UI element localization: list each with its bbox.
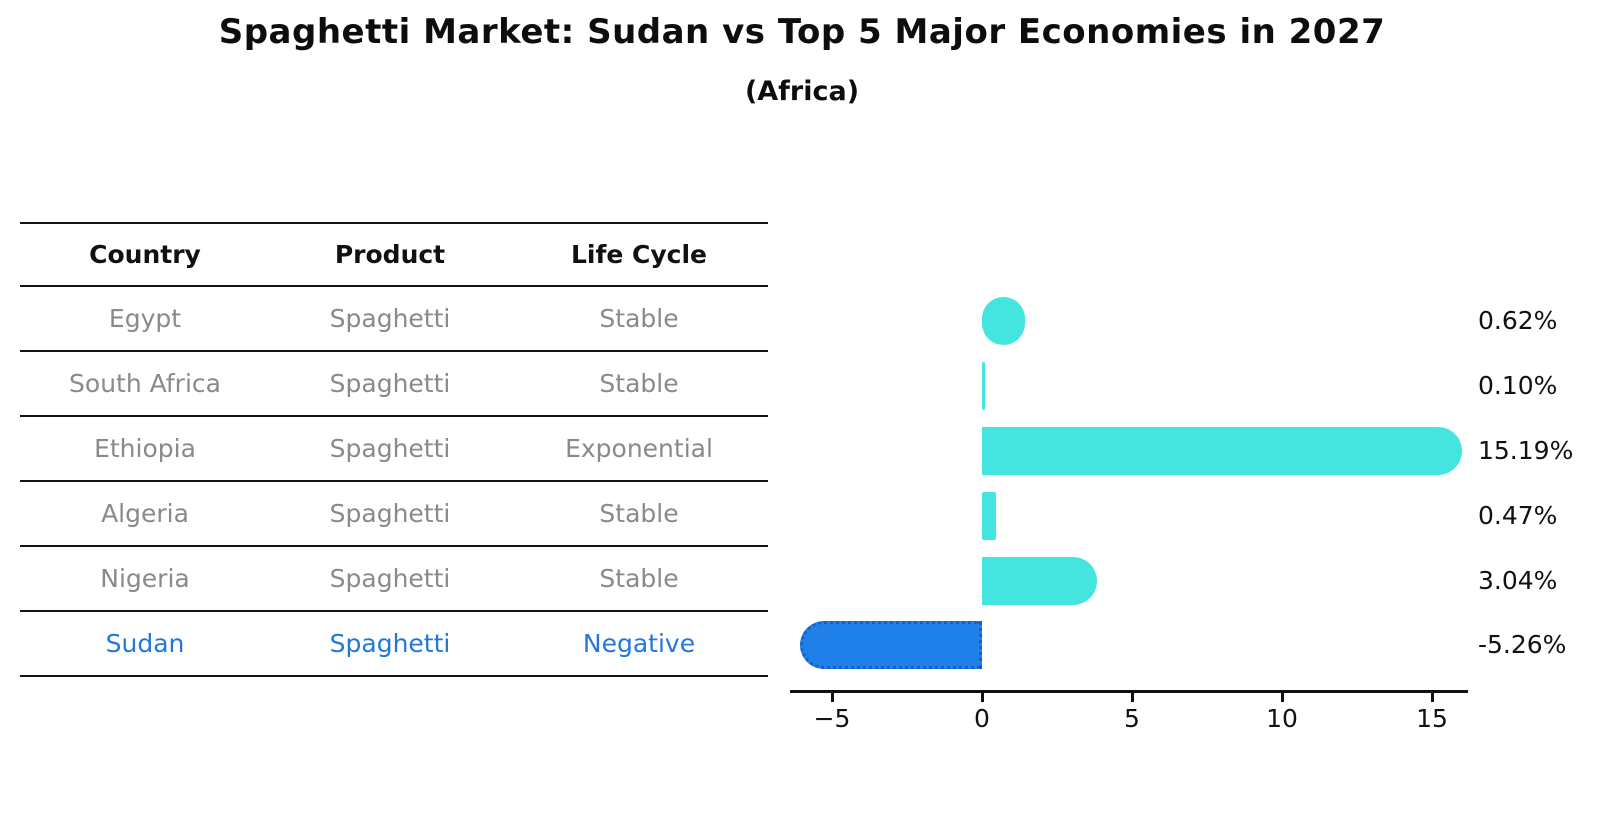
bar-ethiopia — [982, 427, 1462, 475]
table-cell-country: Egypt — [108, 304, 182, 333]
table-cell-product: Spaghetti — [329, 434, 451, 463]
table-cell-country: Algeria — [101, 499, 189, 528]
table-header-row: Country Product Life Cycle — [20, 222, 768, 287]
bar-nigeria — [982, 556, 1098, 605]
table-cell-country: South Africa — [69, 369, 221, 398]
x-tick — [1280, 693, 1284, 702]
table-cell-country: Nigeria — [100, 564, 190, 593]
table-row: Algeria Spaghetti Stable — [20, 482, 768, 547]
table-cell-life-cycle: Stable — [599, 564, 679, 593]
chart-subtitle: (Africa) — [744, 76, 860, 107]
value-label: 15.19% — [1478, 436, 1574, 465]
table-cell-life-cycle: Negative — [582, 629, 696, 658]
table-cell-country: Ethiopia — [94, 434, 196, 463]
table-row: Egypt Spaghetti Stable — [20, 287, 768, 352]
x-tick-label: 10 — [1266, 704, 1298, 733]
x-tick — [830, 693, 834, 702]
x-tick-label: 15 — [1416, 704, 1448, 733]
bar-algeria — [982, 491, 997, 540]
bar-egypt — [982, 297, 1025, 346]
x-tick — [980, 693, 984, 702]
x-tick-label: 5 — [1124, 704, 1140, 733]
bar-sudan — [800, 621, 982, 670]
table-cell-product: Spaghetti — [329, 499, 451, 528]
country-table: Country Product Life Cycle Egypt Spaghett… — [20, 222, 768, 677]
x-tick-label: −5 — [813, 704, 851, 733]
value-label: 3.04% — [1478, 565, 1558, 595]
x-tick-label: 0 — [974, 704, 990, 733]
x-tick — [1130, 693, 1134, 702]
table-header-lifecycle: Life Cycle — [570, 240, 708, 269]
table-cell-life-cycle: Exponential — [565, 434, 713, 463]
table-cell-country: Sudan — [105, 629, 185, 658]
table-cell-product: Spaghetti — [329, 369, 451, 398]
value-label: 0.47% — [1478, 500, 1558, 530]
bar-south-africa — [982, 362, 985, 411]
table-cell-product: Spaghetti — [329, 564, 451, 593]
table-row: South Africa Spaghetti Stable — [20, 352, 768, 417]
table-cell-product: Spaghetti — [329, 304, 451, 333]
table-cell-life-cycle: Stable — [599, 369, 679, 398]
table-body: Egypt Spaghetti Stable South Africa Spaghett… — [20, 287, 768, 677]
table-header-country: Country — [89, 240, 201, 269]
value-label: 0.62% — [1478, 306, 1558, 336]
table-cell-life-cycle: Stable — [599, 304, 679, 333]
x-tick — [1430, 693, 1434, 702]
table-header-product: Product — [334, 240, 446, 269]
table-row: Ethiopia Spaghetti Exponential — [20, 417, 768, 482]
value-label: 0.10% — [1478, 371, 1558, 401]
table-row: Nigeria Spaghetti Stable — [20, 547, 768, 612]
x-axis-line — [790, 690, 1468, 693]
table-row: Sudan Spaghetti Negative — [20, 612, 768, 677]
table-cell-product: Spaghetti — [329, 629, 451, 658]
value-label: -5.26% — [1478, 630, 1567, 660]
chart-title: Spaghetti Market: Sudan vs Top 5 Major E… — [218, 12, 1386, 52]
table-cell-life-cycle: Stable — [599, 499, 679, 528]
